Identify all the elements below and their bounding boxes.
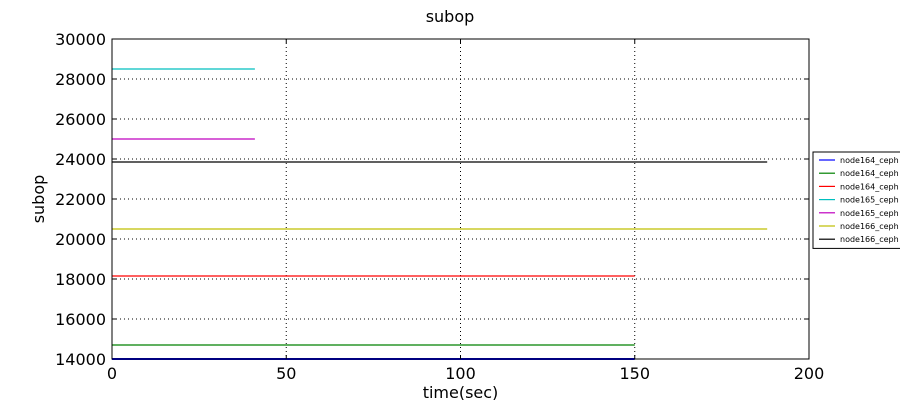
- y-tick-label: 30000: [55, 30, 106, 49]
- y-tick-label: 18000: [55, 270, 106, 289]
- legend-label: node164_ceph: [840, 182, 899, 191]
- x-tick-label: 100: [445, 364, 476, 383]
- legend-label: node165_ceph: [840, 209, 899, 218]
- y-tick-label: 20000: [55, 230, 106, 249]
- x-tick-label: 50: [276, 364, 296, 383]
- legend-label: node166_ceph: [840, 222, 899, 231]
- legend: node164_ceph node164_ceph node164_cephnode…: [812, 151, 900, 249]
- legend-label: node164_ceph: [840, 169, 899, 178]
- series-lines: [112, 68, 768, 360]
- x-tick-label: 150: [619, 364, 650, 383]
- y-tick-label: 28000: [55, 70, 106, 89]
- y-tick-label: 26000: [55, 110, 106, 129]
- legend-label: node166_ceph: [840, 235, 899, 244]
- x-axis-title: time(sec): [423, 383, 499, 400]
- y-tick-label: 24000: [55, 150, 106, 169]
- axis-ticks: 0 50 100 150 200 14000 16000 18000 20000 22000 240…: [55, 30, 824, 383]
- x-tick-label: 0: [107, 364, 117, 383]
- y-tick-label: 22000: [55, 190, 106, 209]
- y-axis-title: subop: [29, 175, 48, 224]
- y-tick-label: 16000: [55, 310, 106, 329]
- x-tick-label: 200: [794, 364, 825, 383]
- y-tick-label: 14000: [55, 350, 106, 369]
- legend-label: node165_ceph: [840, 196, 899, 205]
- chart-title: subop: [426, 7, 475, 26]
- grid: [112, 39, 809, 359]
- legend-label: node164_ceph: [840, 156, 899, 165]
